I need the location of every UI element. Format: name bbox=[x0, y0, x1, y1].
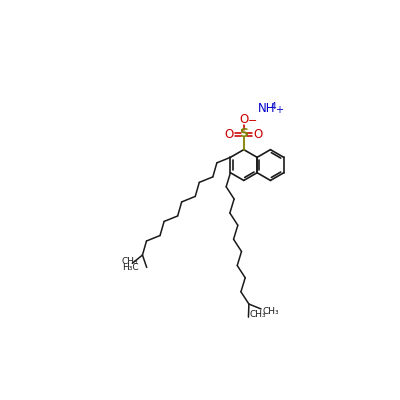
Text: +: + bbox=[274, 105, 282, 115]
Text: NH: NH bbox=[258, 102, 275, 114]
Text: −: − bbox=[248, 116, 257, 126]
Text: 4: 4 bbox=[271, 102, 276, 111]
Text: CH₃: CH₃ bbox=[262, 308, 279, 316]
Text: O: O bbox=[224, 128, 234, 141]
Text: O: O bbox=[239, 113, 248, 126]
Text: H₃C: H₃C bbox=[122, 263, 139, 272]
Text: S: S bbox=[239, 127, 248, 140]
Text: O: O bbox=[254, 128, 263, 141]
Text: CH₃: CH₃ bbox=[122, 257, 138, 266]
Text: CH₃: CH₃ bbox=[250, 310, 267, 319]
